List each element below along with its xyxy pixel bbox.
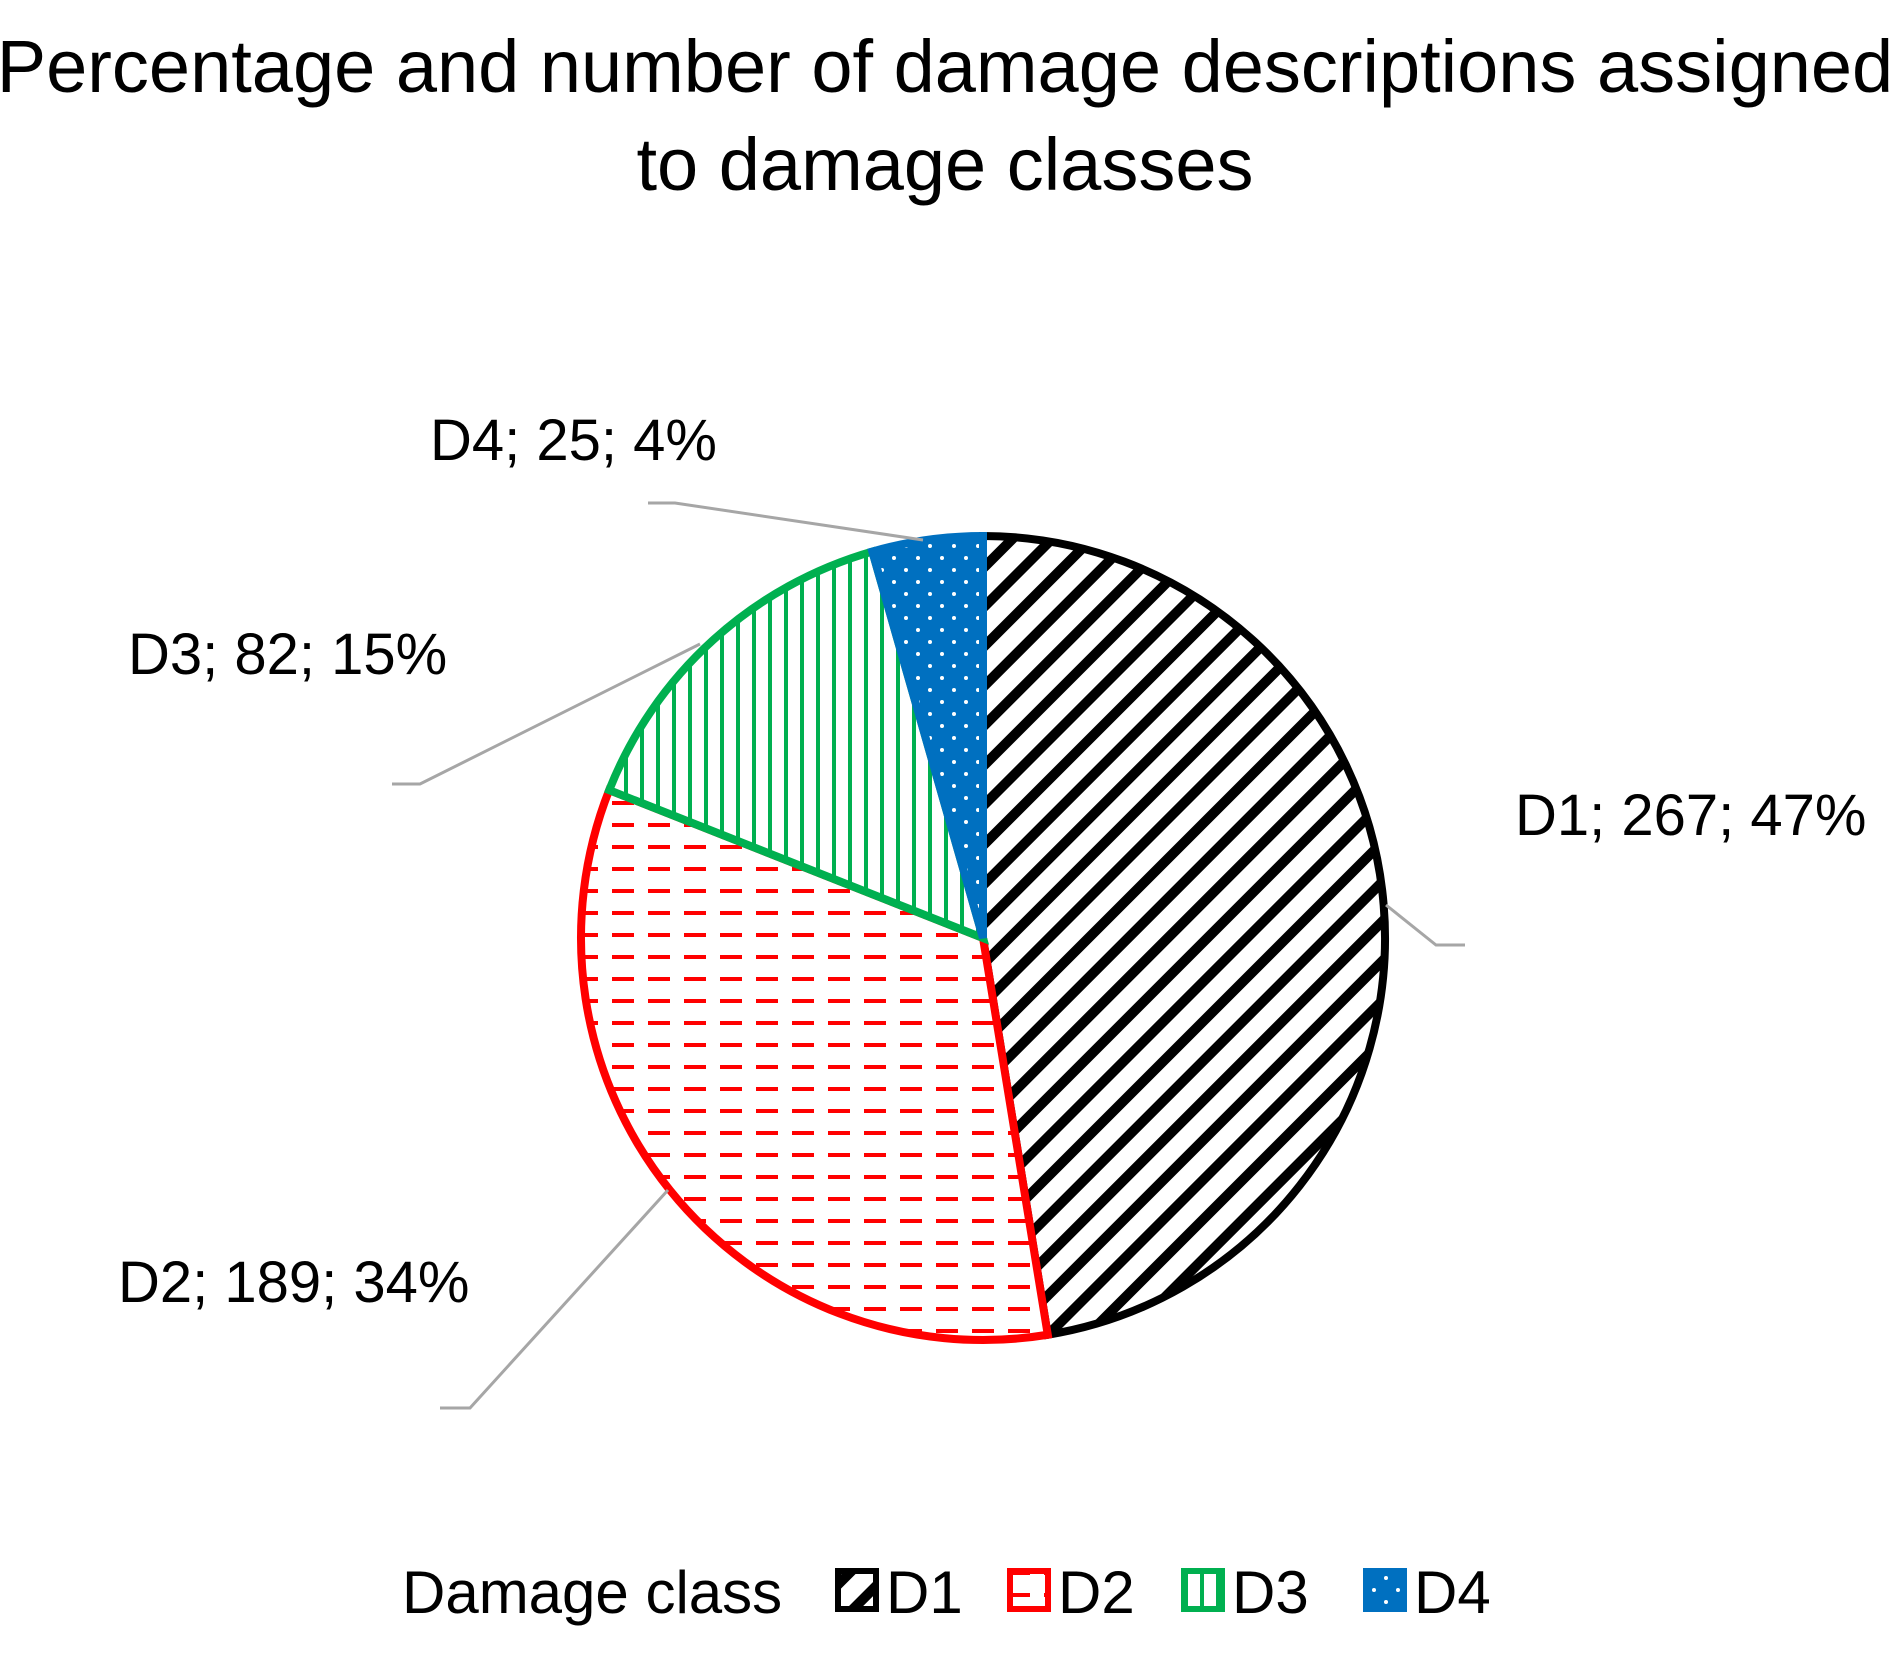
pie-slices: [577, 531, 1390, 1344]
legend-label-d4: D4: [1414, 1559, 1491, 1626]
pie-slice-d2: [577, 784, 1053, 1344]
chart-title-line-2: to damage classes: [636, 123, 1253, 206]
legend-swatch-d2: [1007, 1568, 1051, 1612]
data-label-d3: D3; 82; 15%: [128, 622, 447, 687]
legend: Damage class D1 D2 D3 D4: [402, 1559, 1491, 1626]
legend-swatch-d3: [1181, 1568, 1225, 1612]
data-labels: D1; 267; 47% D2; 189; 34% D3; 82; 15% D4; 2…: [118, 408, 1866, 1315]
legend-swatch-d1: [835, 1568, 879, 1612]
leader-line-d1: [1385, 903, 1465, 947]
data-label-d1: D1; 267; 47%: [1515, 783, 1866, 848]
legend-items: D1 D2 D3 D4: [835, 1559, 1491, 1626]
leader-line-d2: [440, 1188, 670, 1410]
legend-item-d4: D4: [1363, 1559, 1491, 1626]
legend-swatch-d4: [1363, 1568, 1407, 1612]
pie-slice-d4: [867, 531, 987, 940]
legend-title: Damage class: [402, 1559, 782, 1626]
legend-label-d2: D2: [1058, 1559, 1135, 1626]
legend-label-d3: D3: [1232, 1559, 1309, 1626]
pie-slice-d1: [979, 531, 1390, 1340]
legend-item-d2: D2: [1007, 1559, 1135, 1626]
pie-slice-d3: [603, 546, 990, 945]
legend-label-d1: D1: [886, 1559, 963, 1626]
chart-title-line-1: Percentage and number of damage descript…: [0, 25, 1890, 108]
leader-line-d4: [648, 501, 924, 542]
legend-item-d1: D1: [835, 1559, 963, 1626]
data-label-d4: D4; 25; 4%: [430, 408, 717, 473]
legend-item-d3: D3: [1181, 1559, 1309, 1626]
leader-lines: [392, 501, 1465, 1410]
leader-line-d3: [392, 642, 701, 786]
data-label-d2: D2; 189; 34%: [118, 1250, 469, 1315]
